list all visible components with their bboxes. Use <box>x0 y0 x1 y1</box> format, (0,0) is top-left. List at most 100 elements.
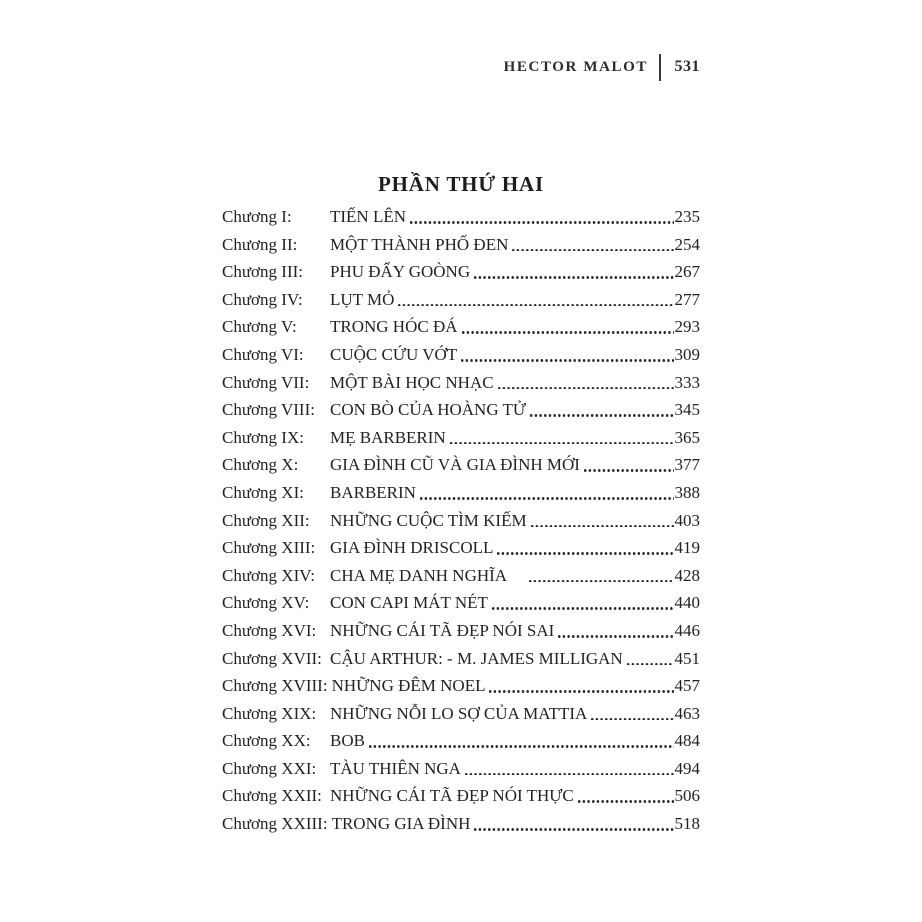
chapter-title: LỤT MỎ <box>330 289 395 309</box>
dot-leader <box>457 341 674 369</box>
toc-row: Chương XII: NHỮNG CUỘC TÌM KIẾM 403 <box>222 507 700 535</box>
dot-leader <box>574 782 675 810</box>
toc-row: Chương X: GIA ĐÌNH CŨ VÀ GIA ĐÌNH MỚI 37… <box>222 451 700 479</box>
chapter-title: NHỮNG CUỘC TÌM KIẾM <box>330 510 527 530</box>
chapter-label: Chương XXII: <box>222 786 322 806</box>
chapter-label: Chương V: <box>222 317 297 337</box>
chapter-page-number: 254 <box>674 234 701 254</box>
chapter-title: NHỮNG ĐÊM NOEL <box>331 676 486 696</box>
header-page-number: 531 <box>674 58 700 75</box>
chapter-label: Chương III: <box>222 262 303 282</box>
toc-row: Chương XXII: NHỮNG CÁI TÃ ĐẸP NÓI THỰC 5… <box>222 782 700 810</box>
chapter-page-number: 333 <box>674 372 701 392</box>
author-name: HECTOR MALOT <box>503 58 648 75</box>
chapter-label: Chương X: <box>222 455 299 475</box>
chapter-title: GIA ĐÌNH DRISCOLL <box>330 538 494 558</box>
dot-leader <box>394 286 674 314</box>
chapter-page-number: 446 <box>674 620 701 640</box>
chapter-label: Chương XXI: <box>222 758 317 778</box>
toc-row: Chương II: MỘT THÀNH PHỐ ĐEN 254 <box>222 231 700 259</box>
chapter-title: TRONG HÓC ĐÁ <box>330 317 458 337</box>
toc-row: Chương XX: BOB 484 <box>222 727 700 755</box>
chapter-page-number: 419 <box>674 538 701 558</box>
toc-row: Chương V: TRONG HÓC ĐÁ 293 <box>222 313 700 341</box>
chapter-title: CẬU ARTHUR: - M. JAMES MILLIGAN <box>330 648 623 668</box>
toc-list: Chương I: TIẾN LÊN 235 Chương II: MỘT TH… <box>222 203 700 838</box>
chapter-title: NHỮNG CÁI TÃ ĐẸP NÓI THỰC <box>330 786 574 806</box>
chapter-label: Chương I: <box>222 207 292 226</box>
toc-row: Chương XXI: TÀU THIÊN NGA 494 <box>222 755 700 783</box>
dot-leader <box>508 231 674 259</box>
chapter-page-number: 293 <box>674 317 701 337</box>
chapter-page-number: 267 <box>674 262 701 282</box>
chapter-page-number: 377 <box>674 455 701 475</box>
dot-leader <box>527 507 675 535</box>
toc-row: Chương XVIII: NHỮNG ĐÊM NOEL 457 <box>222 672 700 700</box>
table-of-contents: PHẦN THỨ HAI Chương I: TIẾN LÊN 235 Chươ… <box>222 171 700 838</box>
chapter-title: CON BÒ CỦA HOÀNG TỬ <box>330 400 527 420</box>
chapter-page-number: 428 <box>674 565 701 585</box>
section-title: PHẦN THỨ HAI <box>378 172 544 196</box>
chapter-label: Chương VIII: <box>222 400 315 420</box>
dot-leader <box>485 672 674 700</box>
chapter-title: CUỘC CỨU VỚT <box>330 344 458 364</box>
toc-row: Chương III: PHU ĐẨY GOÒNG 267 <box>222 258 700 286</box>
dot-leader <box>470 810 674 838</box>
chapter-title: BOB <box>330 731 365 751</box>
chapter-page-number: 365 <box>674 427 701 447</box>
toc-row: Chương XV: CON CAPI MÁT NÉT 440 <box>222 589 700 617</box>
dot-leader <box>554 617 674 645</box>
dot-leader <box>416 479 675 507</box>
chapter-label: Chương XXIII: <box>222 814 328 834</box>
dot-leader <box>580 451 675 479</box>
chapter-title: NHỮNG NỖI LO SỢ CỦA MATTIA <box>330 703 588 723</box>
chapter-page-number: 403 <box>674 510 701 530</box>
chapter-page-number: 345 <box>674 400 701 420</box>
chapter-title: TÀU THIÊN NGA <box>330 758 461 778</box>
toc-row: Chương XIII: GIA ĐÌNH DRISCOLL 419 <box>222 534 700 562</box>
chapter-title: CON CAPI MÁT NÉT <box>330 593 488 613</box>
header-divider <box>659 53 661 81</box>
toc-row: Chương XVII: CẬU ARTHUR: - M. JAMES MILL… <box>222 645 700 673</box>
dot-leader <box>526 396 674 424</box>
chapter-title: MẸ BARBERIN <box>330 427 446 447</box>
chapter-label: Chương XX: <box>222 731 311 751</box>
chapter-label: Chương IV: <box>222 289 303 309</box>
dot-leader <box>406 203 674 231</box>
toc-row: Chương IV: LỤT MỎ 277 <box>222 286 700 314</box>
chapter-page-number: 484 <box>674 731 701 751</box>
chapter-label: Chương XVI: <box>222 620 317 640</box>
chapter-title: PHU ĐẨY GOÒNG <box>330 262 471 282</box>
chapter-title: TIẾN LÊN <box>330 207 407 226</box>
dot-leader <box>470 258 674 286</box>
chapter-page-number: 463 <box>674 703 701 723</box>
toc-row: Chương VII: MỘT BÀI HỌC NHẠC 333 <box>222 369 700 397</box>
chapter-page-number: 494 <box>674 758 701 778</box>
toc-row: Chương XIV: CHA MẸ DANH NGHĨA 428 <box>222 562 700 590</box>
chapter-label: Chương XV: <box>222 593 310 613</box>
chapter-page-number: 518 <box>674 814 701 834</box>
chapter-label: Chương II: <box>222 234 298 254</box>
chapter-page-number: 440 <box>674 593 701 613</box>
chapter-label: Chương VI: <box>222 344 304 364</box>
chapter-label: Chương XIV: <box>222 565 315 585</box>
dot-leader <box>365 727 675 755</box>
chapter-label: Chương XVIII: <box>222 676 328 696</box>
toc-row: Chương VIII: CON BÒ CỦA HOÀNG TỬ 345 <box>222 396 700 424</box>
chapter-label: Chương IX: <box>222 427 304 447</box>
chapter-label: Chương XVII: <box>222 648 322 668</box>
toc-row: Chương VI: CUỘC CỨU VỚT 309 <box>222 341 700 369</box>
chapter-title: MỘT THÀNH PHỐ ĐEN <box>330 234 509 254</box>
toc-row: Chương XVI: NHỮNG CÁI TÃ ĐẸP NÓI SAI 446 <box>222 617 700 645</box>
chapter-title: MỘT BÀI HỌC NHẠC <box>330 372 494 392</box>
dot-leader <box>494 369 675 397</box>
chapter-title: TRONG GIA ĐÌNH <box>331 814 471 834</box>
dot-leader <box>623 645 675 673</box>
chapter-page-number: 277 <box>674 289 701 309</box>
running-header: HECTOR MALOT 531 <box>504 52 700 82</box>
toc-row: Chương IX: MẸ BARBERIN 365 <box>222 424 700 452</box>
dot-leader <box>461 755 675 783</box>
dot-leader <box>488 589 675 617</box>
chapter-label: Chương XIII: <box>222 538 316 558</box>
